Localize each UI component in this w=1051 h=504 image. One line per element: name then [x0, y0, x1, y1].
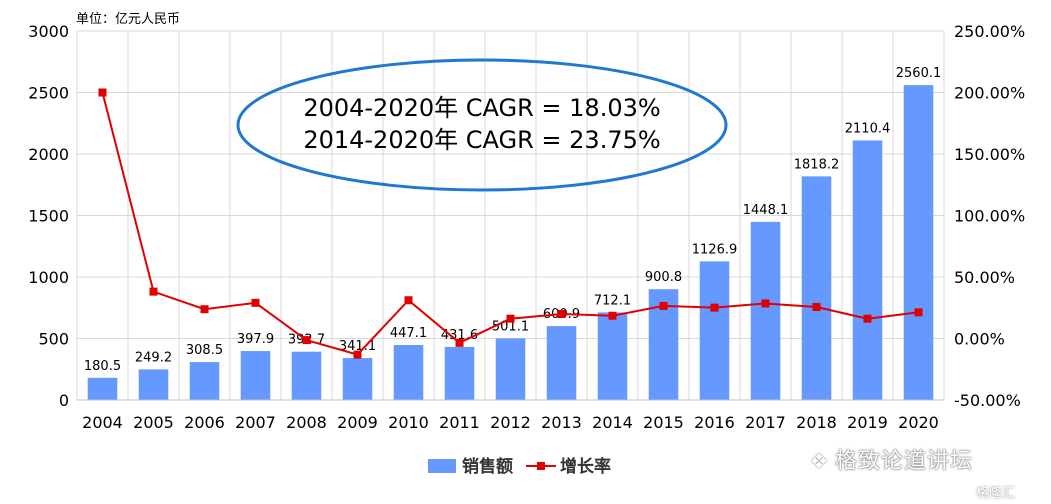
- bar-label-2019: 2110.4: [845, 121, 891, 136]
- bar-2018: [801, 176, 832, 400]
- y-tick-label: 2500: [28, 84, 69, 103]
- growth-marker-2015: [659, 301, 668, 310]
- bar-label-2009: 341.1: [339, 339, 376, 354]
- bar-labels: 180.5249.2308.5397.9392.7341.1447.1431.6…: [84, 66, 941, 374]
- growth-marker-2016: [710, 303, 719, 312]
- y-tick-label: 500: [38, 330, 69, 349]
- x-tick-label: 2016: [694, 413, 735, 432]
- growth-line: [98, 88, 923, 359]
- watermark: ❖ 格致论道讲坛: [810, 443, 973, 475]
- cagr-line-2: 2014-2020年 CAGR = 23.75%: [303, 126, 660, 154]
- cagr-annotation: 2004-2020年 CAGR = 18.03% 2014-2020年 CAGR…: [236, 58, 728, 192]
- bar-2013: [546, 326, 577, 400]
- growth-marker-2014: [608, 311, 617, 320]
- x-tick-label: 2019: [847, 413, 888, 432]
- y-tick-label: 0: [59, 391, 69, 410]
- y2-tick-label: 50.00%: [954, 268, 1015, 287]
- bar-2009: [342, 358, 373, 400]
- bars: [87, 85, 934, 400]
- bar-2017: [750, 221, 781, 400]
- growth-marker-2006: [200, 305, 209, 314]
- bar-2004: [87, 377, 118, 400]
- x-tick-label: 2018: [796, 413, 837, 432]
- legend-line-marker: [537, 462, 545, 470]
- bar-label-2010: 447.1: [390, 326, 427, 341]
- cagr-ellipse: [236, 58, 728, 192]
- growth-marker-2007: [251, 298, 260, 307]
- y-tick-label: 1000: [28, 268, 69, 287]
- y2-tick-label: -50.00%: [954, 391, 1021, 410]
- bar-2011: [444, 346, 475, 400]
- x-tick-label: 2013: [541, 413, 582, 432]
- x-tick-label: 2017: [745, 413, 786, 432]
- y2-tick-label: 0.00%: [954, 330, 1005, 349]
- x-tick-label: 2007: [235, 413, 276, 432]
- bar-2014: [597, 312, 628, 400]
- y-tick-label: 1500: [28, 207, 69, 226]
- legend: 销售额 增长率: [428, 456, 611, 477]
- watermark-text: 格致论道讲坛: [834, 449, 973, 474]
- y2-tick-label: 100.00%: [954, 207, 1025, 226]
- bar-label-2005: 249.2: [135, 350, 172, 365]
- x-tick-label: 2004: [82, 413, 123, 432]
- y2-tick-label: 150.00%: [954, 145, 1025, 164]
- bar-2010: [393, 345, 424, 400]
- growth-marker-2009: [353, 350, 362, 359]
- bar-label-2006: 308.5: [186, 343, 223, 358]
- y-tick-label: 2000: [28, 145, 69, 164]
- axes: 0 500 1000 1500 2000 2500 3000 -50.00% 0.00% 50.0…: [28, 22, 1025, 432]
- x-tick-label: 2014: [592, 413, 633, 432]
- growth-marker-2008: [302, 336, 311, 345]
- growth-marker-2013: [557, 310, 566, 319]
- x-tick-label: 2006: [184, 413, 225, 432]
- legend-line-label: 增长率: [560, 456, 611, 477]
- growth-marker-2019: [863, 314, 872, 323]
- y-tick-label: 3000: [28, 22, 69, 41]
- watermark-corner: 格隆汇: [976, 486, 1016, 501]
- growth-marker-2011: [455, 338, 464, 347]
- growth-marker-2010: [404, 296, 413, 305]
- x-tick-label: 2010: [388, 413, 429, 432]
- growth-marker-2020: [914, 308, 923, 317]
- cagr-line-1: 2004-2020年 CAGR = 18.03%: [303, 94, 660, 122]
- growth-marker-2017: [761, 299, 770, 308]
- bar-label-2018: 1818.2: [794, 157, 840, 172]
- bar-2007: [240, 351, 271, 400]
- bar-2020: [903, 85, 934, 400]
- unit-label: 单位：亿元人民币: [76, 12, 181, 27]
- bar-2019: [852, 140, 883, 400]
- x-tick-label: 2008: [286, 413, 327, 432]
- growth-marker-2018: [812, 303, 821, 312]
- legend-bar-swatch: [428, 459, 456, 473]
- x-tick-label: 2011: [439, 413, 480, 432]
- bar-label-2014: 712.1: [594, 293, 631, 308]
- bar-2016: [699, 261, 730, 400]
- legend-bar-label: 销售额: [462, 456, 513, 477]
- x-tick-label: 2020: [898, 413, 939, 432]
- bar-label-2016: 1126.9: [692, 242, 738, 257]
- growth-marker-2005: [149, 287, 158, 296]
- bar-2005: [138, 369, 169, 400]
- x-tick-label: 2005: [133, 413, 174, 432]
- bar-2012: [495, 338, 526, 400]
- x-tick-label: 2009: [337, 413, 378, 432]
- bar-2008: [291, 351, 322, 400]
- y2-tick-label: 250.00%: [954, 22, 1025, 41]
- y2-tick-label: 200.00%: [954, 84, 1025, 103]
- bar-label-2020: 2560.1: [896, 66, 942, 81]
- bar-label-2015: 900.8: [645, 270, 682, 285]
- x-tick-label: 2015: [643, 413, 684, 432]
- growth-marker-2012: [506, 314, 515, 323]
- x-tick-label: 2012: [490, 413, 531, 432]
- bar-label-2007: 397.9: [237, 332, 274, 347]
- bar-label-2004: 180.5: [84, 359, 121, 374]
- growth-marker-2004: [98, 88, 107, 97]
- wechat-icon: ❖: [810, 449, 829, 473]
- bar-label-2017: 1448.1: [743, 203, 789, 218]
- bar-2006: [189, 362, 220, 400]
